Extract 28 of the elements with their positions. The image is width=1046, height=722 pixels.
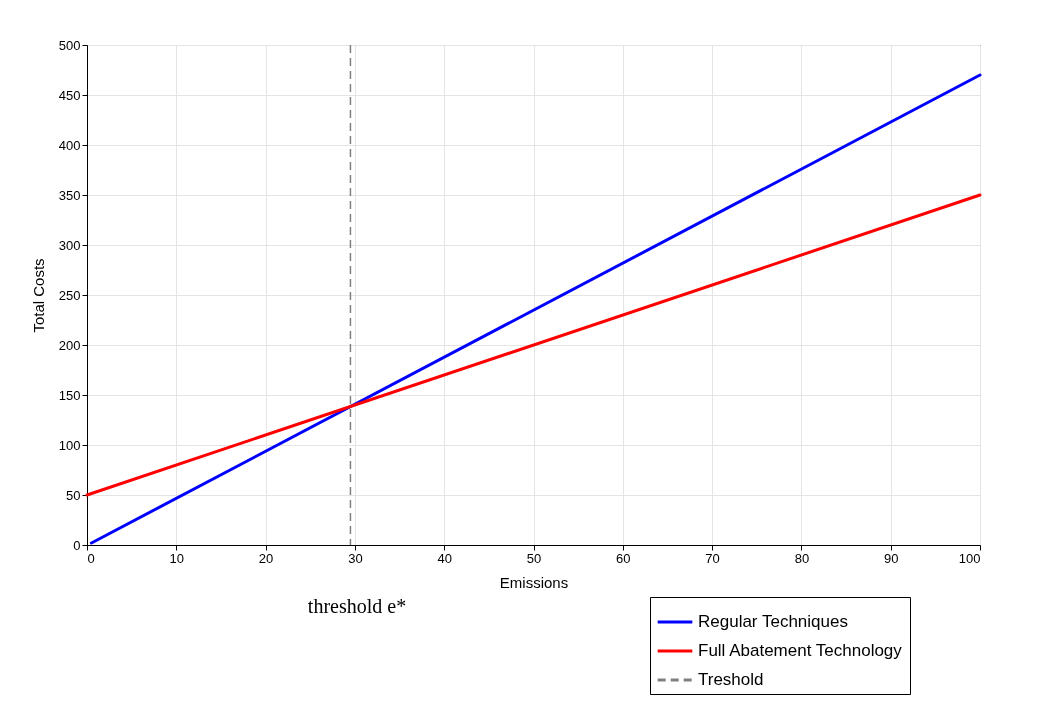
y-axis-title: Total Costs	[29, 258, 47, 333]
x-tick-label: 50	[526, 550, 542, 566]
x-tick-label: 0	[87, 550, 95, 566]
y-tick-label: 100	[58, 437, 81, 453]
x-tick-label: 40	[437, 550, 452, 566]
x-tick-label: 20	[258, 550, 274, 566]
x-tick-label: 100	[958, 550, 981, 566]
y-tick-label: 350	[58, 187, 81, 203]
x-tick-label: 30	[348, 550, 363, 566]
y-tick-label: 500	[58, 37, 81, 53]
y-tick-label: 200	[58, 337, 81, 353]
text: threshold e*	[307, 595, 407, 617]
y-tick-label: 450	[58, 87, 81, 103]
x-tick-label: 70	[705, 550, 720, 566]
x-tick-label: 60	[616, 550, 631, 566]
x-tick-label: 90	[883, 550, 899, 566]
y-tick-label: 0	[73, 537, 81, 553]
legend-label: Regular Techniques	[698, 612, 848, 631]
x-axis-title: Emissions	[499, 573, 569, 591]
legend-label: Treshold	[698, 670, 764, 689]
y-tick-label: 400	[58, 137, 81, 153]
y-tick-label: 300	[58, 237, 81, 253]
y-tick-label: 150	[58, 387, 81, 403]
y-tick-label: 250	[58, 287, 81, 303]
legend-label: Full Abatement Technology	[698, 641, 903, 660]
x-tick-label: 80	[794, 550, 810, 566]
x-tick-label: 10	[169, 550, 185, 566]
y-tick-label: 50	[66, 487, 81, 503]
